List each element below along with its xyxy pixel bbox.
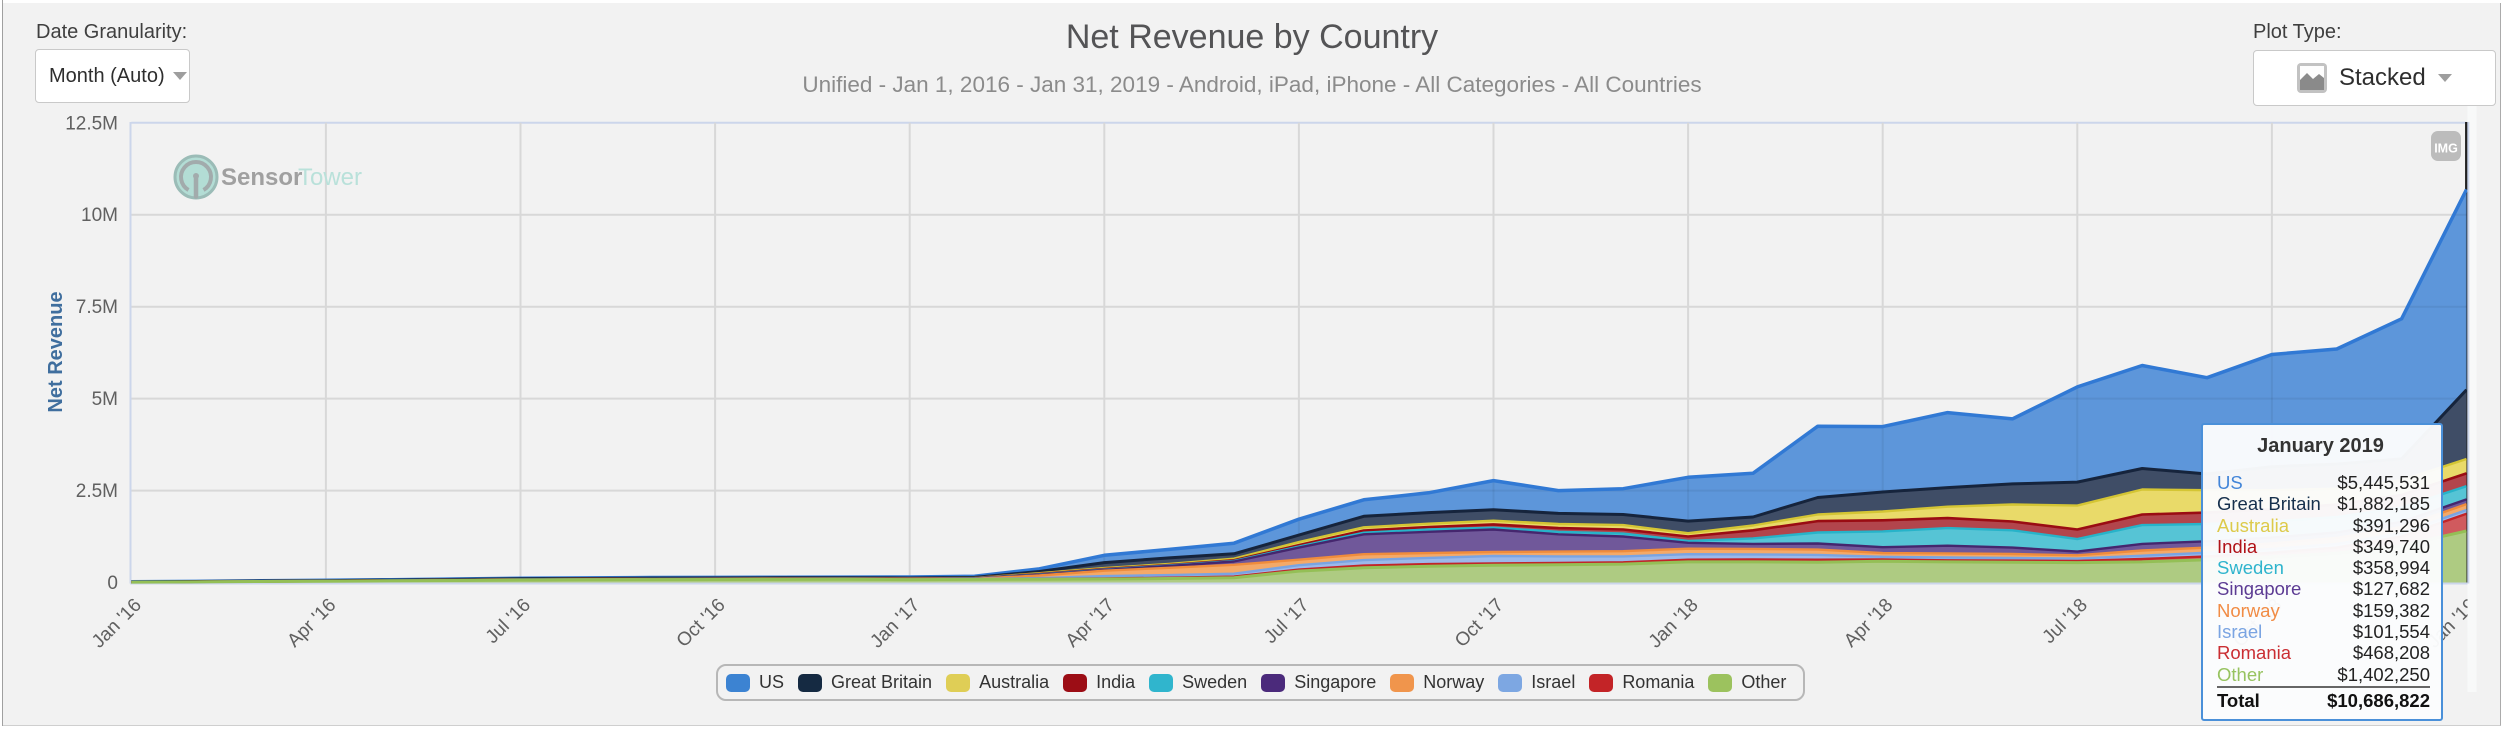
svg-text:Apr '18: Apr '18 [1840,595,1897,652]
svg-text:Oct '16: Oct '16 [673,595,730,652]
svg-text:Jan '16: Jan '16 [88,595,146,653]
svg-text:10M: 10M [81,205,118,226]
svg-text:7.5M: 7.5M [76,297,118,318]
svg-text:Apr '17: Apr '17 [1062,595,1119,652]
svg-text:Jul '17: Jul '17 [1260,595,1313,648]
svg-text:Jan '17: Jan '17 [866,595,924,653]
svg-text:Jul '18: Jul '18 [2039,595,2092,648]
svg-text:Apr '16: Apr '16 [283,595,340,652]
svg-text:Oct '17: Oct '17 [1451,595,1508,652]
svg-text:Jul '16: Jul '16 [482,595,535,648]
svg-text:Sensor: Sensor [221,164,302,191]
svg-text:Net Revenue: Net Revenue [45,291,67,412]
svg-text:0: 0 [107,573,118,594]
svg-text:5M: 5M [92,389,118,410]
svg-text:2.5M: 2.5M [76,481,118,502]
svg-text:Jan '18: Jan '18 [1645,595,1703,653]
svg-text:12.5M: 12.5M [65,113,118,134]
svg-text:Tower: Tower [298,164,362,191]
svg-text:IMG: IMG [2434,142,2458,156]
